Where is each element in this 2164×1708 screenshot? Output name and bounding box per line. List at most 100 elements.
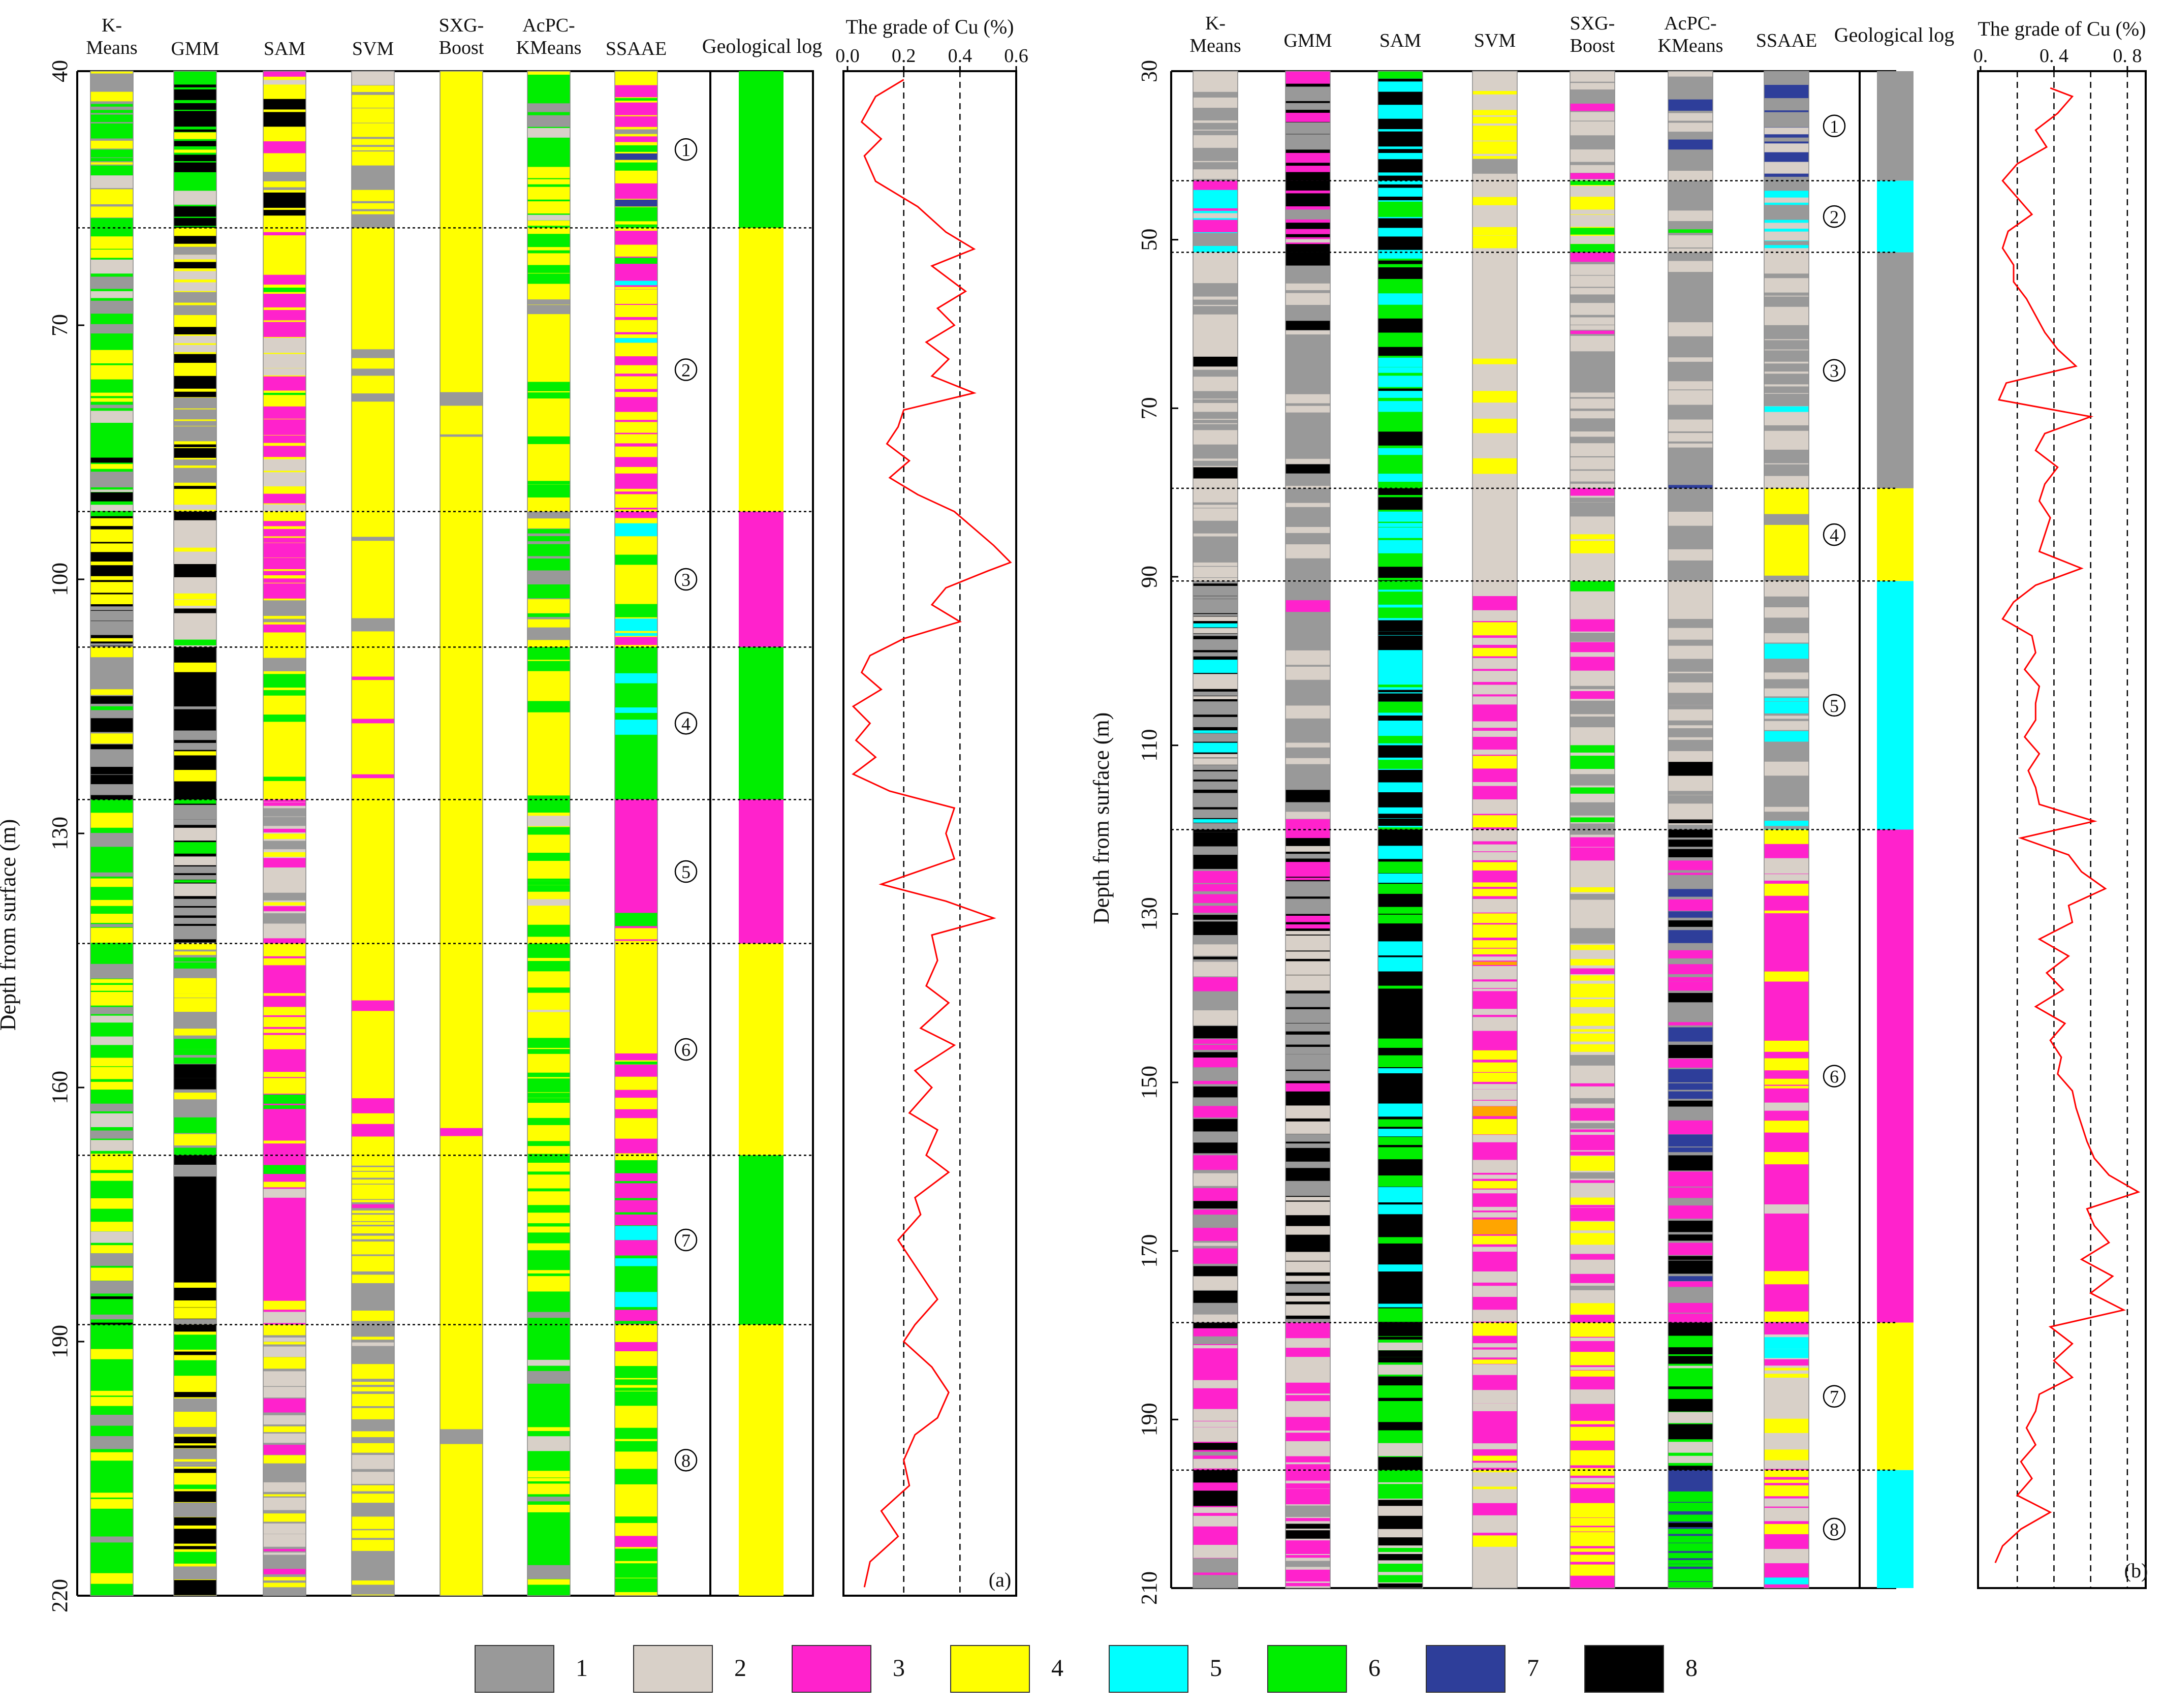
a-grade-x-tick-label: 0.2 — [892, 45, 916, 67]
column-stripe — [615, 289, 657, 304]
column-stripe — [352, 676, 394, 680]
column-stripe — [1378, 1147, 1423, 1160]
column-stripe — [1668, 819, 1713, 824]
column-stripe — [263, 1140, 306, 1144]
b-zone-marker-5 — [1823, 694, 1846, 717]
column-stripe — [174, 292, 216, 303]
column-stripe — [527, 1436, 570, 1451]
column-stripe — [263, 1371, 306, 1386]
column-stripe — [615, 1240, 657, 1256]
column-stripe — [1472, 981, 1517, 988]
column-stripe — [527, 1010, 570, 1012]
column-stripe — [1472, 862, 1517, 871]
column-stripe — [174, 1319, 216, 1325]
column-stripe — [1570, 103, 1615, 111]
column-stripe — [1378, 1322, 1423, 1337]
column-stripe — [90, 411, 133, 423]
column-stripe — [90, 927, 133, 943]
column-stripe — [1764, 829, 1809, 844]
column-stripe — [527, 234, 570, 247]
b-zone-label-5: 5 — [1830, 696, 1839, 716]
column-stripe — [1193, 701, 1238, 715]
b-zone-marker-8 — [1823, 1517, 1846, 1541]
column-stripe — [527, 536, 570, 542]
column-stripe — [1764, 1121, 1809, 1133]
column-stripe — [615, 523, 657, 537]
column-stripe — [1193, 1276, 1238, 1290]
column-stripe — [615, 1427, 657, 1439]
b-y-tick-label: 150 — [1137, 1066, 1162, 1099]
column-stripe — [90, 744, 133, 750]
column-stripe — [1285, 1054, 1330, 1070]
column-stripe — [1193, 412, 1238, 419]
column-stripe — [1193, 1044, 1238, 1050]
column-stripe — [1378, 914, 1423, 924]
column-stripe — [1378, 607, 1423, 618]
header-line: Boost — [439, 37, 484, 58]
column-stripe — [1472, 1403, 1517, 1411]
column-stripe — [1193, 1427, 1238, 1442]
column-stripe — [1668, 720, 1713, 726]
column-stripe — [1668, 1313, 1713, 1323]
column-stripe — [263, 521, 306, 526]
column-band-base — [440, 228, 483, 512]
column-stripe — [263, 715, 306, 722]
column-stripe — [1570, 325, 1615, 330]
column-stripe — [1472, 235, 1517, 249]
legend-swatch-6 — [1267, 1645, 1347, 1693]
column-stripe — [263, 799, 306, 802]
column-stripe — [615, 941, 657, 944]
column-stripe — [174, 662, 216, 672]
column-stripe — [1285, 71, 1330, 84]
column-stripe — [263, 571, 306, 576]
column-stripe — [1472, 671, 1517, 682]
column-stripe — [615, 707, 657, 713]
column-stripe — [90, 1499, 133, 1509]
column-stripe — [1285, 961, 1330, 975]
column-stripe — [615, 228, 657, 231]
column-stripe — [352, 1382, 394, 1385]
column-stripe — [263, 337, 306, 353]
column-stripe — [1285, 898, 1330, 914]
column-stripe — [1570, 185, 1615, 197]
column-stripe — [1764, 325, 1809, 339]
column-stripe — [1193, 1380, 1238, 1388]
column-stripe — [1193, 356, 1238, 367]
column-stripe — [1570, 691, 1615, 699]
column-stripe — [615, 1109, 657, 1119]
column-stripe — [1764, 248, 1809, 253]
b-geolog-zone-4 — [1877, 488, 1914, 581]
column-stripe — [1764, 643, 1809, 659]
a-y-tick-label: 220 — [47, 1579, 72, 1612]
column-stripe — [1472, 924, 1517, 938]
column-stripe — [1668, 1322, 1713, 1336]
column-stripe — [1285, 134, 1330, 150]
column-stripe — [90, 71, 133, 74]
column-stripe — [1570, 1564, 1615, 1576]
column-stripe — [1668, 840, 1713, 847]
column-stripe — [1285, 1284, 1330, 1293]
column-stripe — [1193, 652, 1238, 657]
column-stripe — [1472, 1212, 1517, 1218]
panel-b: Depth from surface (m) 30507090110130150… — [1089, 13, 2148, 1605]
column-stripe — [90, 733, 133, 744]
column-stripe — [90, 123, 133, 139]
column-stripe — [615, 1200, 657, 1213]
column-stripe — [1285, 1530, 1330, 1539]
column-stripe — [1285, 394, 1330, 403]
column-stripe — [1193, 771, 1238, 780]
column-stripe — [1378, 1537, 1423, 1546]
b-grade-x-tick-label: 0. 4 — [2040, 45, 2068, 67]
column-stripe — [90, 505, 133, 511]
column-stripe — [174, 866, 216, 874]
column-stripe — [1193, 596, 1238, 599]
column-stripe — [1764, 514, 1809, 525]
column-stripe — [1193, 1086, 1238, 1098]
column-stripe — [615, 618, 657, 631]
column-stripe — [1378, 1376, 1423, 1386]
column-stripe — [1472, 1219, 1517, 1234]
column-stripe — [263, 1497, 306, 1510]
column-stripe — [1764, 1374, 1809, 1378]
column-stripe — [527, 214, 570, 221]
column-stripe — [1193, 1575, 1238, 1588]
